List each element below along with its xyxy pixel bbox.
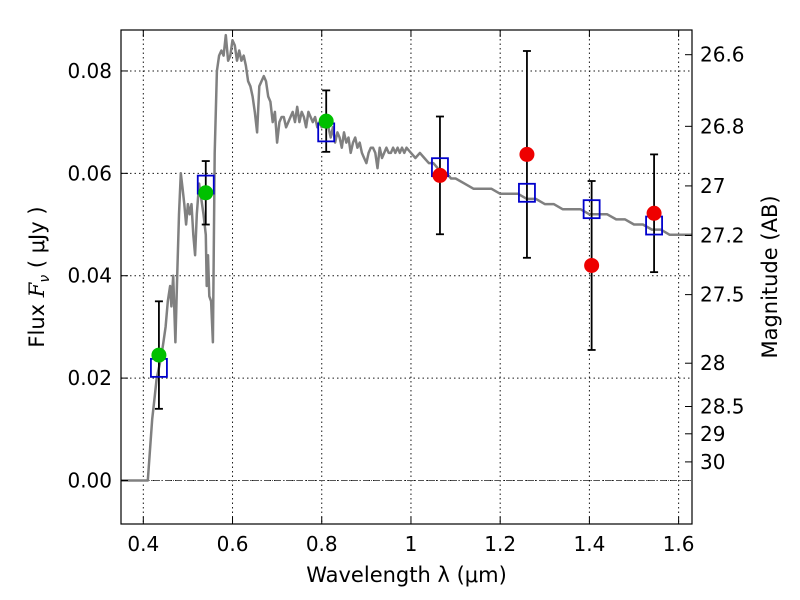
red-data-point xyxy=(519,146,535,162)
x-axis-label: Wavelength λ (μm) xyxy=(306,563,507,587)
x-tick-label: 1.4 xyxy=(573,532,605,556)
model-spectrum-layer xyxy=(121,33,692,482)
mag-tick-label: 26.6 xyxy=(700,43,745,67)
y-tick-label: 0.08 xyxy=(67,59,112,83)
y-axis-label-subscript: ν xyxy=(37,275,53,283)
x-tick-label: 0.8 xyxy=(306,532,338,556)
mag-tick-label: 27 xyxy=(700,174,725,198)
model-photometry-square xyxy=(582,199,601,220)
model-spectrum-line xyxy=(121,33,692,482)
red-data-point xyxy=(646,205,662,221)
mag-tick-label: 26.8 xyxy=(700,114,745,138)
model-photometry-square xyxy=(518,182,536,203)
mag-tick-label: 30 xyxy=(700,450,725,474)
x-tick-label: 0.4 xyxy=(127,532,159,556)
axis-ticks xyxy=(121,30,692,524)
mag-tick-label: 27.5 xyxy=(700,283,745,307)
plot-frame xyxy=(120,29,693,525)
y-tick-label: 0.06 xyxy=(67,161,112,185)
y-tick-label: 0.02 xyxy=(67,366,112,390)
mag-tick-label: 27.2 xyxy=(700,223,745,247)
y-tick-label: 0.04 xyxy=(67,264,112,288)
x-tick-label: 1.6 xyxy=(663,532,695,556)
red-data-point xyxy=(584,257,600,273)
green-data-point xyxy=(198,185,214,201)
y-tick-label: 0.00 xyxy=(67,468,112,492)
tick-labels: 0.4 0.6 0.8 1 1.2 1.4 1.6 0.00 0.02 0.04 0.06 0.08 2… xyxy=(67,43,744,556)
y2-axis-label: Magnitude (AB) xyxy=(758,195,782,358)
red-data-point xyxy=(432,167,448,183)
y-axis-label: Flux Fν ( μJy ) xyxy=(25,206,53,347)
green-data-point xyxy=(151,347,167,363)
mag-tick-label: 28.5 xyxy=(700,394,745,418)
green-data-point xyxy=(318,113,334,129)
mag-tick-label: 28 xyxy=(700,351,725,375)
x-tick-label: 1 xyxy=(405,532,418,556)
y-axis-label-suffix: ( μJy ) xyxy=(25,206,49,274)
observed-photometry-layer xyxy=(151,113,662,363)
y-axis-label-prefix: Flux xyxy=(25,297,49,347)
x-tick-label: 1.2 xyxy=(484,532,516,556)
mag-tick-label: 29 xyxy=(700,422,725,446)
x-tick-label: 0.6 xyxy=(217,532,249,556)
y-axis-label-symbol: F xyxy=(25,281,49,298)
